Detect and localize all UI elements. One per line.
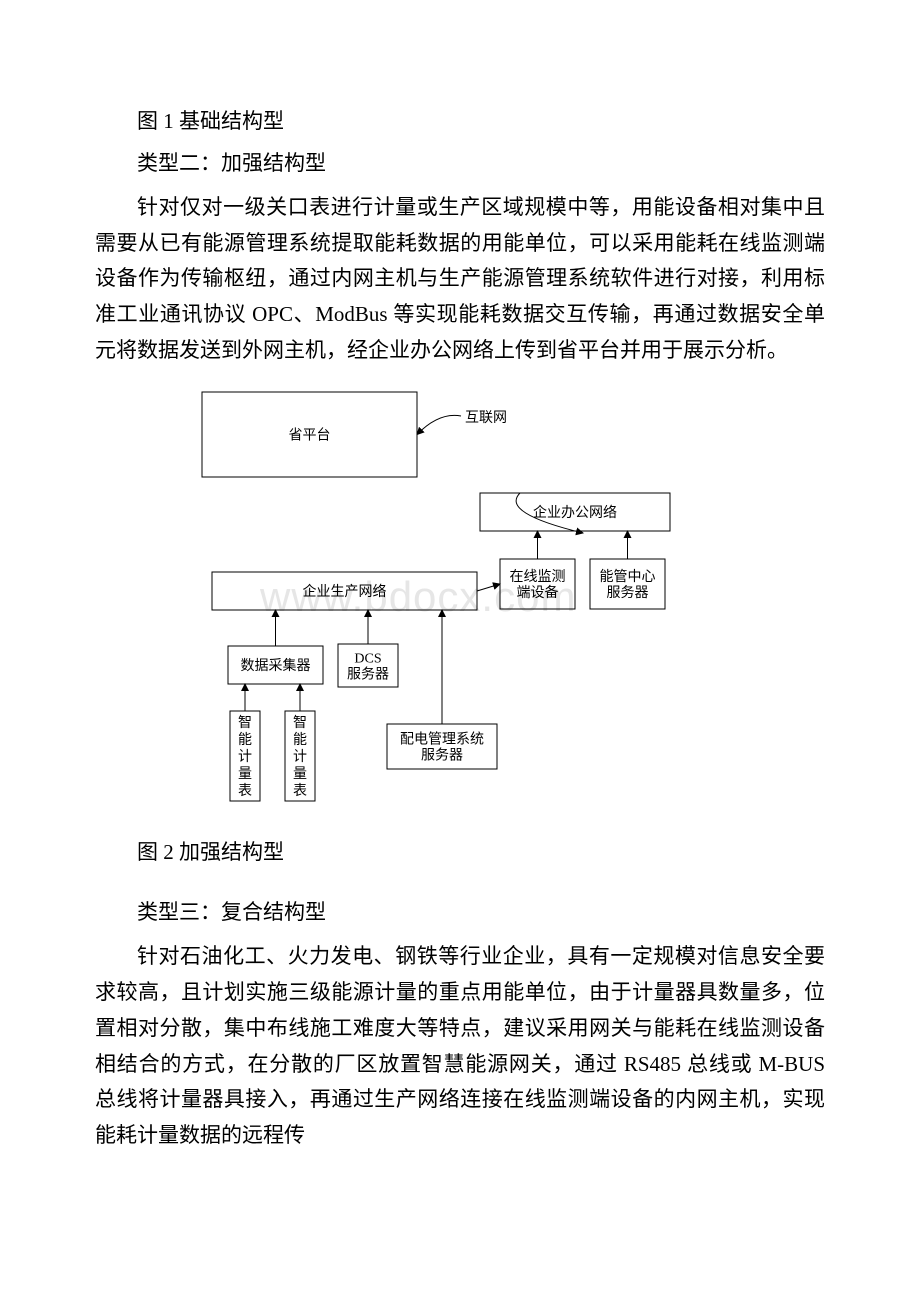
- svg-text:在线监测: 在线监测: [510, 569, 566, 585]
- type2-heading: 类型二：加强结构型: [95, 142, 825, 184]
- svg-text:能: 能: [238, 732, 252, 748]
- svg-text:企业办公网络: 企业办公网络: [533, 504, 617, 521]
- document-page: 图 1 基础结构型 类型二：加强结构型 针对仅对一级关口表进行计量或生产区域规模…: [0, 0, 920, 1302]
- svg-text:量: 量: [238, 766, 252, 782]
- svg-text:服务器: 服务器: [607, 585, 649, 601]
- type3-heading: 类型三：复合结构型: [95, 891, 825, 933]
- figure2-diagram: www.bdocx.com 省平台互联网企业办公网络企业生产网络在线监测端设备能…: [180, 386, 740, 821]
- svg-text:计: 计: [238, 749, 252, 765]
- svg-text:互联网: 互联网: [465, 410, 507, 426]
- svg-text:表: 表: [293, 783, 307, 799]
- svg-text:端设备: 端设备: [517, 584, 559, 601]
- svg-text:表: 表: [238, 783, 252, 799]
- figure1-caption: 图 1 基础结构型: [95, 100, 825, 142]
- svg-text:计: 计: [293, 749, 307, 765]
- svg-text:省平台: 省平台: [289, 428, 331, 444]
- svg-text:能管中心: 能管中心: [600, 569, 656, 585]
- svg-text:配电管理系统: 配电管理系统: [400, 732, 484, 748]
- figure2-caption: 图 2 加强结构型: [95, 831, 825, 873]
- svg-text:智: 智: [293, 715, 307, 731]
- svg-text:量: 量: [293, 766, 307, 782]
- svg-text:能: 能: [293, 732, 307, 748]
- svg-text:服务器: 服务器: [421, 748, 463, 764]
- svg-text:智: 智: [238, 715, 252, 731]
- svg-text:服务器: 服务器: [347, 667, 389, 683]
- type2-paragraph: 针对仅对一级关口表进行计量或生产区域规模中等，用能设备相对集中且需要从已有能源管…: [95, 190, 825, 368]
- svg-text:数据采集器: 数据采集器: [241, 657, 311, 674]
- svg-text:企业生产网络: 企业生产网络: [303, 583, 387, 600]
- type3-paragraph: 针对石油化工、火力发电、钢铁等行业企业，具有一定规模对信息安全要求较高，且计划实…: [95, 939, 825, 1153]
- svg-text:DCS: DCS: [354, 652, 381, 667]
